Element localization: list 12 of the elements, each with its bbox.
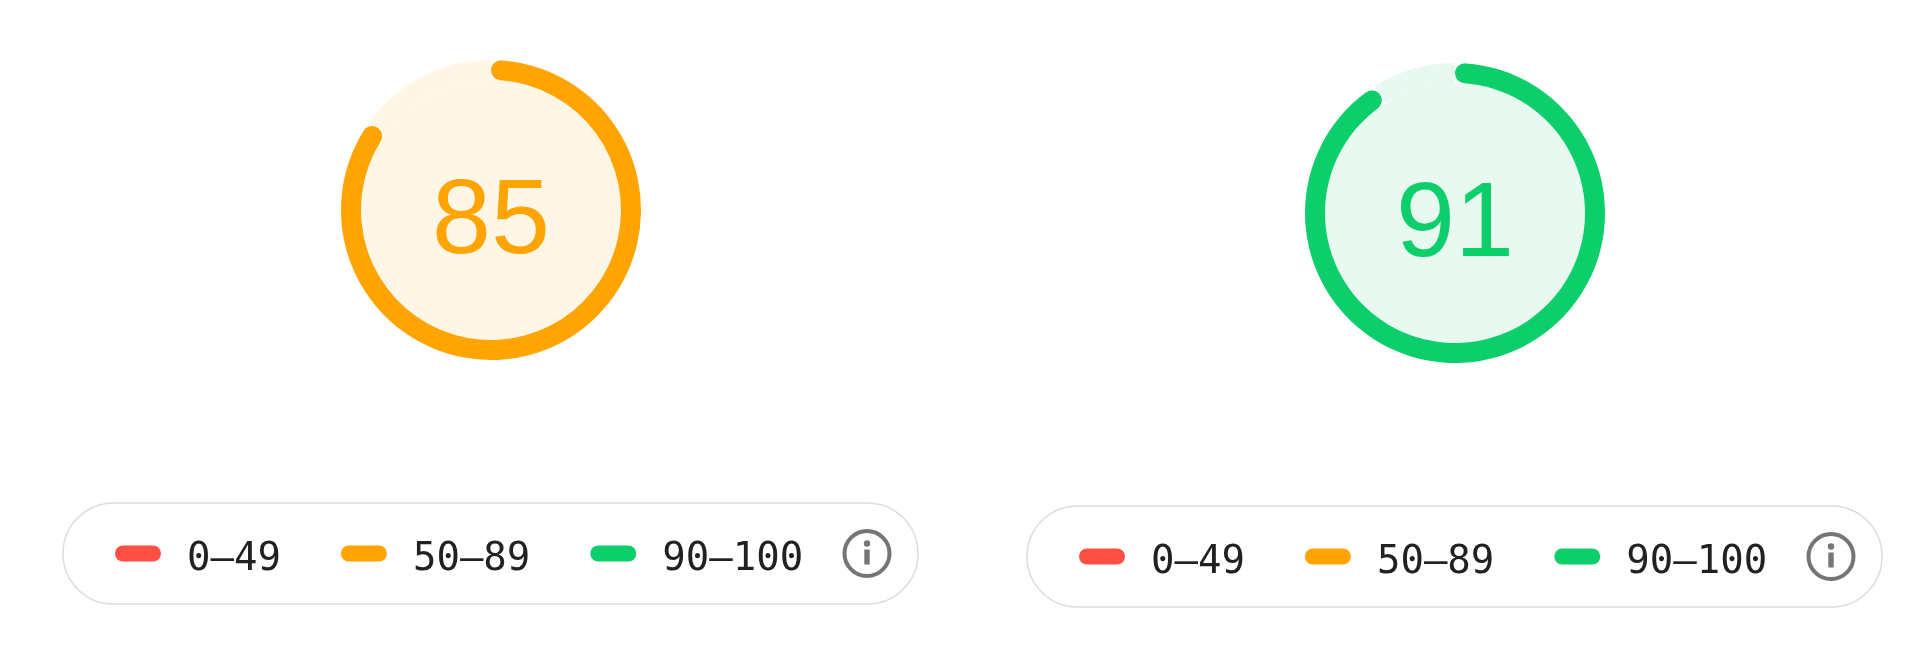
- donut-slice: [369, 60, 491, 134]
- donut-slice: [341, 60, 641, 360]
- text: 90–100: [662, 534, 804, 580]
- text: 50–89: [412, 534, 531, 580]
- data-label: 91: [1396, 159, 1514, 278]
- text: 0–49: [187, 534, 281, 580]
- text: 50–89: [1376, 537, 1495, 583]
- text: 90–100: [1626, 537, 1768, 583]
- data-label: 85: [432, 156, 550, 275]
- text: 0–49: [1151, 537, 1245, 583]
- donut-slice: [1374, 63, 1455, 104]
- donut-slice: [1305, 63, 1605, 363]
